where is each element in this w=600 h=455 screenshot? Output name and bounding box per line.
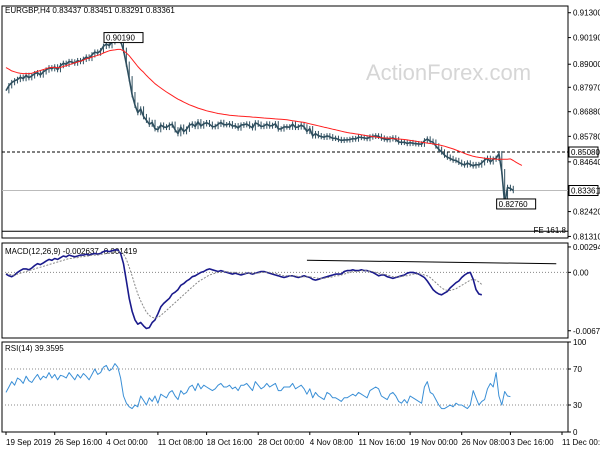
rsi-ytick-label: 0 xyxy=(573,428,578,437)
price-ytick-label: 0.85780 xyxy=(573,132,600,141)
price-tag-box xyxy=(568,185,599,197)
rsi-title: RSI(14) 39.3595 xyxy=(5,344,64,353)
price-tag-label: 0.85080 xyxy=(571,148,600,157)
macd-series-signal xyxy=(5,251,483,319)
price-tag-label: 0.83361 xyxy=(571,187,600,196)
level-annotation-box xyxy=(496,198,537,210)
price-series-price xyxy=(5,36,514,205)
macd-ytick-label: 0.002942 xyxy=(573,243,600,252)
price-title: EURGBP,H4 0.83437 0.83451 0.83291 0.8336… xyxy=(5,6,175,15)
price-ytick-label: 0.87970 xyxy=(573,83,600,92)
x-tick-label: 26 Sep 16:00 xyxy=(55,438,103,447)
price-tag-box xyxy=(568,146,599,158)
x-tick-label: 4 Oct 00:00 xyxy=(106,438,148,447)
macd-frame xyxy=(1,242,569,339)
macd-trendline xyxy=(306,259,557,265)
price-series-moving_average xyxy=(5,48,523,166)
price-ytick-label: 0.84640 xyxy=(573,158,600,167)
price-panel: EURGBP,H4 0.83437 0.83451 0.83291 0.8336… xyxy=(1,5,600,241)
watermark: ActionForex.com xyxy=(366,60,531,85)
x-tick-label: 11 Dec 00:00 xyxy=(562,438,600,447)
x-tick-label: 18 Oct 16:00 xyxy=(207,438,253,447)
rsi-ytick-label: 100 xyxy=(573,338,587,347)
fe-label: FE 161.8 xyxy=(534,226,567,235)
x-axis: 19 Sep 2019 26 Sep 16:00 4 Oct 00:00 11 Oct… xyxy=(5,432,600,447)
price-ytick-label: 0.86880 xyxy=(573,108,600,117)
x-tick-label: 11 Oct 08:00 xyxy=(158,438,204,447)
price-ytick-label: 0.91300 xyxy=(573,9,600,18)
rsi-series-rsi xyxy=(5,363,511,410)
price-frame xyxy=(1,5,569,239)
rsi-panel: RSI(14) 39.3595 100 70 30 0 xyxy=(1,338,587,437)
level-annotation-box xyxy=(103,32,144,44)
x-tick-label: 19 Nov 00:00 xyxy=(410,438,458,447)
level-annotation-label: 0.90190 xyxy=(106,34,135,43)
rsi-ytick-label: 30 xyxy=(573,401,582,410)
x-tick-label: 11 Nov 16:00 xyxy=(359,438,407,447)
level-annotation-label: 0.82760 xyxy=(499,200,528,209)
x-tick-label: 26 Nov 08:00 xyxy=(462,438,510,447)
price-ytick-label: 0.81310 xyxy=(573,232,600,241)
x-tick-label: 4 Nov 08:00 xyxy=(310,438,354,447)
price-ytick-label: 0.90190 xyxy=(573,34,600,43)
rsi-frame xyxy=(1,341,569,433)
macd-ytick-label: 0.00 xyxy=(573,268,589,277)
x-tick-label: 28 Oct 00:00 xyxy=(258,438,304,447)
x-tick-label: 19 Sep 2019 xyxy=(6,438,52,447)
x-tick-label: 3 Dec 16:00 xyxy=(510,438,554,447)
rsi-ytick-label: 70 xyxy=(573,365,582,374)
price-ytick-label: 0.89000 xyxy=(573,60,600,69)
macd-series-macd xyxy=(5,249,483,330)
macd-panel: MACD(12,26,9) -0.002637 -0.001419 0.00294… xyxy=(1,242,600,339)
price-ytick-label: 0.82420 xyxy=(573,208,600,217)
macd-ytick-label: -0.006761 xyxy=(573,327,600,336)
macd-title: MACD(12,26,9) -0.002637 -0.001419 xyxy=(5,247,138,256)
